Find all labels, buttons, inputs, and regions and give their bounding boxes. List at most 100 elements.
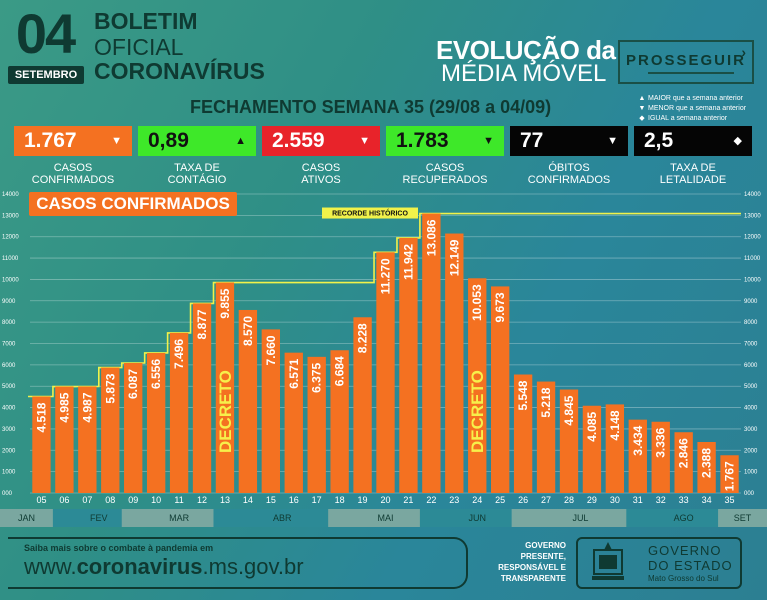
x-tick-label: 19 bbox=[358, 495, 368, 505]
y-tick-label-right: 2000 bbox=[744, 448, 758, 454]
x-tick-label: 33 bbox=[679, 495, 689, 505]
bar-value-label: 6.571 bbox=[287, 358, 301, 388]
month-band bbox=[121, 509, 237, 527]
chevron-right-icon: › bbox=[741, 44, 746, 60]
y-tick-label-left: 2000 bbox=[2, 448, 16, 454]
kpi-label-line1: TAXA DE bbox=[670, 162, 716, 174]
bar-value-label: 6.556 bbox=[149, 359, 163, 389]
x-tick-label: 05 bbox=[36, 495, 46, 505]
bar bbox=[32, 396, 51, 493]
trend-arrow-icon: ▼ bbox=[483, 135, 494, 147]
x-tick-label: 17 bbox=[312, 495, 322, 505]
bar bbox=[330, 350, 349, 493]
y-tick-label-right: 3000 bbox=[744, 427, 758, 433]
kpi-label-line1: CASOS bbox=[53, 162, 93, 174]
government-state: Mato Grosso do Sul bbox=[648, 574, 719, 583]
y-tick-label-left: 7000 bbox=[2, 342, 16, 348]
legend-text: MENOR que a semana anterior bbox=[648, 105, 747, 112]
bar bbox=[124, 362, 143, 493]
x-tick-label: 14 bbox=[243, 495, 253, 505]
kpi-label-line2: CONFIRMADOS bbox=[527, 174, 611, 186]
bulletin-title-line1: BOLETIM bbox=[94, 8, 198, 34]
x-tick-label: 34 bbox=[702, 495, 712, 505]
government-logo-box bbox=[576, 537, 742, 589]
bar-value-label: 3.434 bbox=[631, 425, 645, 455]
x-tick-label: 12 bbox=[197, 495, 207, 505]
diamond-icon: ◆ bbox=[639, 115, 645, 122]
y-tick-label-left: 11000 bbox=[2, 256, 19, 262]
y-tick-label-right: 9000 bbox=[744, 299, 758, 305]
bar bbox=[628, 419, 647, 493]
kpi-card: 2.559 ▼ bbox=[262, 126, 380, 156]
y-tick-label-right: 12000 bbox=[744, 235, 761, 241]
bar-value-label: 6.684 bbox=[333, 356, 347, 386]
month-band bbox=[626, 509, 741, 527]
x-tick-label: 22 bbox=[426, 495, 436, 505]
bar-value-label: 12.149 bbox=[447, 239, 461, 276]
footer-url-link[interactable]: www.coronavirus.ms.gov.br bbox=[24, 554, 304, 580]
x-tick-label: 16 bbox=[289, 495, 299, 505]
url-suffix: .ms.gov.br bbox=[202, 554, 304, 579]
x-tick-label: 32 bbox=[656, 495, 666, 505]
kpi-label-line1: CASOS bbox=[301, 162, 341, 174]
bar bbox=[55, 386, 74, 493]
bar bbox=[445, 233, 464, 493]
x-tick-label: 10 bbox=[151, 495, 161, 505]
y-tick-label-right: 7000 bbox=[744, 342, 758, 348]
evolution-title-line2: MÉDIA MÓVEL bbox=[441, 60, 607, 87]
prosseguir-logo-text: PROSSEGUIR bbox=[626, 52, 747, 69]
y-tick-label-right: 8000 bbox=[744, 320, 758, 326]
y-tick-label-left: 000 bbox=[2, 491, 13, 497]
bar-value-label: 8.570 bbox=[241, 316, 255, 346]
x-tick-label: 25 bbox=[495, 495, 505, 505]
kpi-label: CASOS RECUPERADOS bbox=[386, 162, 504, 186]
kpi-value: 2.559 bbox=[272, 129, 325, 152]
month-label: JUN bbox=[468, 513, 486, 523]
y-tick-label-right: 4000 bbox=[744, 406, 758, 412]
government-slogan: GOVERNO PRESENTE, RESPONSÁVEL E TRANSPAR… bbox=[498, 541, 566, 583]
bar-value-label: 11.270 bbox=[379, 258, 393, 294]
triangle-up-icon: ▲ bbox=[638, 95, 646, 102]
bar bbox=[192, 303, 212, 493]
legend-text: IGUAL a semana anterior bbox=[648, 115, 728, 122]
x-tick-label: 26 bbox=[518, 495, 528, 505]
x-tick-label: 31 bbox=[633, 495, 643, 505]
bar bbox=[536, 381, 556, 493]
month-band bbox=[419, 509, 535, 527]
kpi-label: CASOS CONFIRMADOS bbox=[14, 162, 132, 186]
kpi-label-line1: CASOS bbox=[425, 162, 465, 174]
weekly-cases-chart: 000 000 1000 1000 2000 2000 3000 3000 4000 4000 50… bbox=[0, 192, 767, 527]
month-band bbox=[213, 509, 352, 527]
kpi-value: 0,89 bbox=[148, 129, 189, 152]
government-name-line2: DO ESTADO bbox=[648, 558, 733, 573]
y-tick-label-left: 5000 bbox=[2, 384, 16, 390]
bar-value-label: 5.873 bbox=[103, 373, 117, 403]
bar-value-label: 5.548 bbox=[516, 380, 530, 410]
bar-value-label: 2.388 bbox=[700, 448, 714, 478]
url-domain: coronavirus bbox=[76, 554, 203, 579]
y-tick-label-right: 5000 bbox=[744, 384, 758, 390]
kpi-card: 0,89 ▲ bbox=[138, 126, 256, 156]
x-tick-label: 06 bbox=[59, 495, 69, 505]
bar-value-label: 4.085 bbox=[585, 411, 599, 441]
x-tick-label: 21 bbox=[403, 495, 413, 505]
y-tick-label-left: 9000 bbox=[2, 299, 16, 305]
month-label: FEV bbox=[90, 513, 108, 523]
y-tick-label-left: 14000 bbox=[2, 192, 19, 198]
y-tick-label-right: 6000 bbox=[744, 363, 758, 369]
x-tick-label: 27 bbox=[541, 495, 551, 505]
decreto-annotation: DECRETO bbox=[468, 370, 487, 453]
bar-value-label: 6.087 bbox=[126, 369, 140, 399]
bar-value-label: 4.845 bbox=[562, 395, 576, 425]
kpi-label-line2: LETALIDADE bbox=[659, 174, 727, 186]
y-tick-label-right: 1000 bbox=[744, 470, 758, 476]
bar bbox=[146, 352, 166, 493]
kpi-value: 77 bbox=[520, 129, 544, 152]
decreto-annotation: DECRETO bbox=[216, 370, 235, 453]
bar-value-label: 1.767 bbox=[723, 461, 737, 491]
bar bbox=[422, 213, 441, 493]
legend-text: MAIOR que a semana anterior bbox=[648, 95, 743, 102]
month-band bbox=[511, 509, 650, 527]
x-tick-label: 23 bbox=[449, 495, 459, 505]
state-crest-icon bbox=[592, 542, 624, 580]
